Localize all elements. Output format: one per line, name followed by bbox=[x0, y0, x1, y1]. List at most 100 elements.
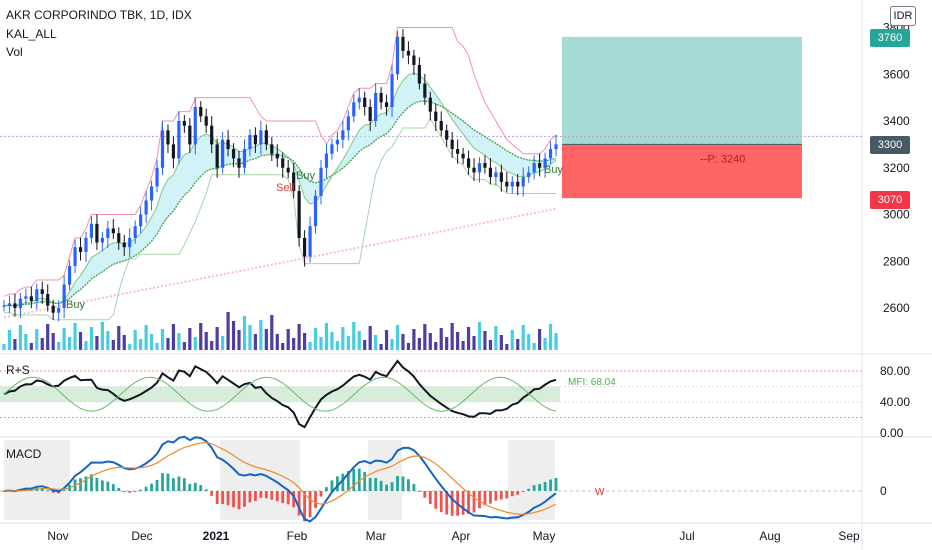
macd-hist-bar bbox=[549, 479, 552, 491]
rs-pane-label[interactable]: R+S bbox=[6, 363, 30, 377]
mfi-value-label: MFI: 68.04 bbox=[568, 377, 616, 388]
volume-bar bbox=[472, 336, 476, 350]
volume-bar bbox=[139, 339, 143, 350]
macd-hist-bar bbox=[40, 487, 44, 491]
macd-hist-bar bbox=[106, 481, 110, 491]
candle-body bbox=[456, 149, 460, 154]
candle-body bbox=[308, 226, 312, 257]
macd-hist-bar bbox=[423, 491, 427, 498]
candle-body bbox=[117, 233, 121, 243]
macd-hist-bar bbox=[341, 473, 345, 491]
macd-hist-bar bbox=[303, 491, 306, 522]
macd-hist-bar bbox=[521, 491, 525, 492]
volume-bar bbox=[67, 337, 72, 350]
x-tick-label: Mar bbox=[366, 529, 387, 543]
volume-bar bbox=[221, 336, 225, 350]
volume-bar bbox=[516, 339, 520, 350]
indicator-label-vol[interactable]: Vol bbox=[6, 45, 23, 59]
candle-body bbox=[46, 293, 50, 306]
candle-body bbox=[242, 149, 247, 168]
volume-group bbox=[2, 312, 558, 350]
candle-body bbox=[368, 106, 372, 121]
macd-signal-line bbox=[3, 442, 557, 515]
volume-bar bbox=[210, 341, 214, 350]
candle-body bbox=[324, 153, 329, 168]
volume-bar bbox=[505, 344, 509, 350]
candle-body bbox=[532, 163, 536, 173]
volume-bar bbox=[538, 329, 542, 350]
volume-bar bbox=[368, 326, 372, 350]
macd-hist-bar bbox=[243, 491, 246, 507]
indicator-label-kal[interactable]: KAL_ALL bbox=[6, 27, 57, 41]
candle-body bbox=[450, 139, 454, 150]
candle-body bbox=[204, 116, 208, 126]
macd-hist-bar bbox=[259, 491, 263, 498]
volume-bar bbox=[13, 339, 17, 350]
candle-body bbox=[521, 177, 525, 187]
volume-bar bbox=[341, 327, 345, 350]
candle-body bbox=[390, 74, 394, 107]
candle-body bbox=[29, 296, 33, 301]
volume-bar bbox=[264, 329, 268, 350]
volume-bar bbox=[133, 330, 137, 350]
candle-body bbox=[226, 139, 230, 150]
macd-hist-bar bbox=[215, 491, 219, 504]
volume-bar bbox=[253, 334, 258, 350]
volume-bar bbox=[24, 334, 28, 350]
macd-hist-bar bbox=[79, 478, 82, 491]
macd-hist-bar bbox=[407, 479, 410, 491]
macd-hist-bar bbox=[232, 491, 235, 508]
volume-bar bbox=[188, 328, 192, 350]
volume-bar bbox=[248, 325, 252, 350]
current-price-tag: 3300 bbox=[870, 136, 910, 154]
macd-hist-bar bbox=[188, 484, 192, 491]
macd-hist-bar bbox=[478, 491, 481, 509]
candle-body bbox=[89, 223, 94, 238]
volume-bar bbox=[450, 323, 454, 350]
candle-body bbox=[264, 130, 268, 145]
volume-bar bbox=[286, 329, 290, 350]
macd-line bbox=[3, 435, 557, 523]
volume-bar bbox=[242, 316, 247, 350]
volume-bar bbox=[357, 331, 361, 350]
candle-body bbox=[13, 303, 17, 308]
volume-bar bbox=[193, 337, 197, 350]
currency-badge[interactable]: IDR bbox=[890, 6, 916, 26]
buy-signal-label: Buy bbox=[544, 164, 563, 176]
candle-body bbox=[538, 163, 542, 168]
volume-bar bbox=[160, 329, 165, 350]
candle-body bbox=[335, 139, 339, 145]
macd-hist-bar bbox=[155, 479, 159, 491]
volume-bar bbox=[434, 342, 438, 350]
macd-hist-bar bbox=[84, 476, 88, 491]
candle-body bbox=[73, 247, 77, 266]
candles-group bbox=[2, 29, 558, 322]
volume-bar bbox=[494, 326, 498, 350]
volume-bar bbox=[51, 333, 55, 350]
macd-hist-bar bbox=[363, 471, 367, 491]
candle-body bbox=[275, 153, 279, 159]
volume-bar bbox=[155, 343, 159, 350]
volume-bar bbox=[319, 337, 323, 350]
candle-body bbox=[510, 181, 514, 187]
macd-hist-bar bbox=[445, 491, 449, 515]
target-price-tag: 3760 bbox=[870, 29, 910, 47]
macd-hist-bar bbox=[161, 473, 164, 491]
candle-body bbox=[221, 139, 225, 168]
candle-body bbox=[193, 106, 197, 145]
macd-hist-bar bbox=[144, 486, 148, 491]
macd-hist-bar bbox=[248, 491, 252, 503]
macd-pane-label[interactable]: MACD bbox=[6, 447, 42, 461]
x-tick-label: Jul bbox=[679, 529, 694, 543]
macd-hist-bar bbox=[100, 480, 104, 491]
macd-histogram-group bbox=[2, 468, 558, 522]
macd-hist-bar bbox=[385, 484, 388, 491]
candle-body bbox=[139, 214, 143, 227]
candle-body bbox=[363, 97, 367, 107]
candle-body bbox=[78, 247, 83, 252]
candle-body bbox=[210, 125, 214, 145]
candle-body bbox=[477, 163, 482, 173]
candle-body bbox=[423, 83, 427, 98]
candle-body bbox=[155, 167, 159, 187]
candle-body bbox=[406, 50, 411, 56]
